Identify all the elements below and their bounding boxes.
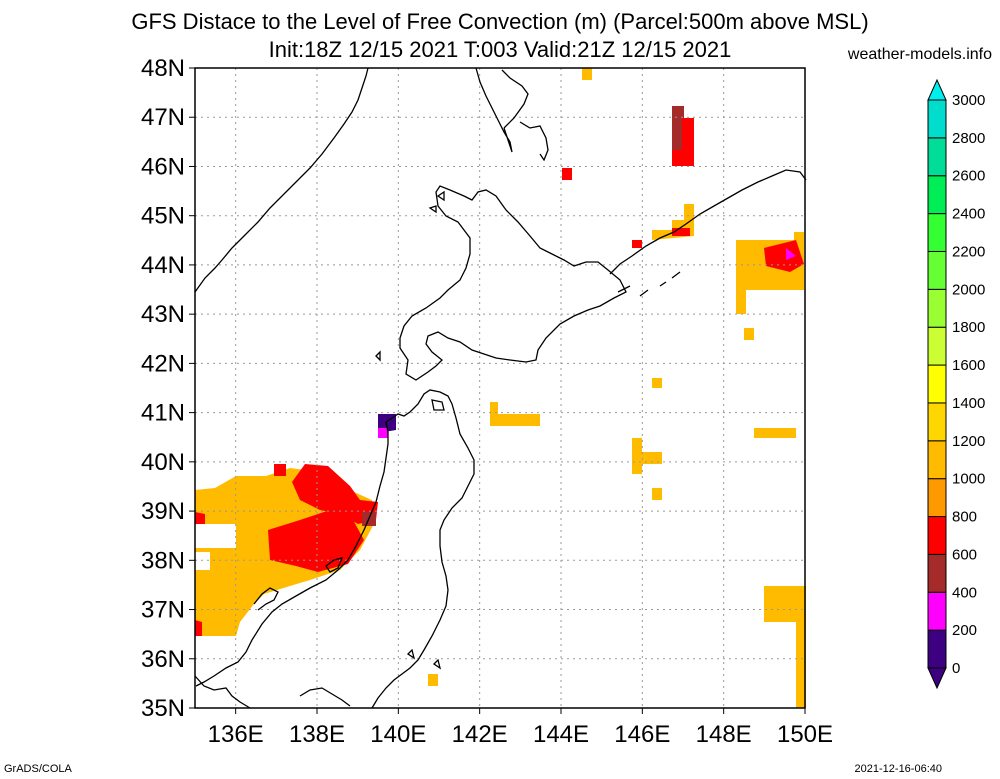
shade-red-bottom: [195, 620, 202, 636]
shade-orange-se: [764, 586, 806, 708]
site-label: weather-models.info: [847, 46, 992, 63]
colorbar-label: 200: [952, 622, 977, 639]
colorbar-label: 2600: [952, 168, 985, 185]
lat-axis-labels: 35N 36N 37N 38N 39N 40N 41N 42N 43N 44N 45N 46N 47N 4…: [141, 55, 195, 722]
shade-spot: [428, 674, 438, 686]
colorbar-label: 800: [952, 509, 977, 526]
colorbar-min-arrow: [927, 667, 947, 690]
footer-right: 2021-12-16-06:40: [854, 763, 942, 775]
footer-left: GrADS/COLA: [4, 763, 72, 775]
shade-yellow-gap: [195, 524, 236, 548]
shade-orange-2: [490, 402, 540, 426]
lat-label: 38N: [141, 547, 185, 574]
lat-label: 48N: [141, 55, 185, 82]
shade-spot: [562, 168, 572, 180]
colorbar-swatch: [927, 137, 947, 177]
lon-label: 138E: [289, 721, 345, 748]
colorbar-swatch: [927, 99, 947, 139]
shade-red-b: [292, 464, 378, 524]
colorbar-swatch: [927, 250, 947, 290]
map-subtitle: Init:18Z 12/15 2021 T:003 Valid:21Z 12/1…: [268, 37, 732, 62]
colorbar-swatch: [927, 402, 947, 442]
colorbar-label: 400: [952, 584, 977, 601]
shade-red-a: [268, 510, 364, 572]
plot-frame: [194, 67, 806, 709]
lon-label: 144E: [533, 721, 589, 748]
lon-axis-labels: 136E 138E 140E 142E 144E 146E 148E 150E: [208, 708, 833, 748]
lat-label: 46N: [141, 153, 185, 180]
colorbar-swatch: [927, 516, 947, 555]
shade-magenta: [378, 428, 388, 438]
colorbar-label: 1000: [952, 471, 985, 488]
lon-label: 140E: [370, 721, 426, 748]
lat-label: 40N: [141, 449, 185, 476]
grid-lines: [195, 68, 805, 708]
colorbar-label: 1200: [952, 433, 985, 450]
shade-red-east: [764, 240, 804, 272]
colorbar-swatch: [927, 213, 947, 252]
colorbar-label: 1800: [952, 319, 985, 336]
shade-spot: [632, 438, 642, 474]
colorbar-swatch: [927, 591, 947, 631]
colorbar-label: 0: [952, 660, 960, 677]
colorbar-swatch: [927, 288, 947, 328]
lat-label: 35N: [141, 695, 185, 722]
colorbar-swatch: [927, 440, 947, 480]
lat-label: 47N: [141, 104, 185, 131]
colorbar-swatch: [927, 478, 947, 518]
colorbar-label: 2000: [952, 281, 985, 298]
colorbar-swatch: [927, 629, 947, 669]
shade-spot: [632, 240, 642, 248]
shade-red-left: [195, 512, 205, 524]
lat-label: 41N: [141, 400, 185, 427]
colorbar-swatch: [927, 364, 947, 404]
lat-label: 43N: [141, 301, 185, 328]
colorbar: 0 200 400 600 800 1000 1200 1400 1600 1800 2000 220…: [927, 78, 985, 690]
colorbar-label: 3000: [952, 92, 985, 109]
lon-label: 142E: [452, 721, 508, 748]
colorbar-swatch: [927, 175, 947, 215]
coastlines: [194, 67, 807, 709]
lat-label: 42N: [141, 350, 185, 377]
lat-label: 45N: [141, 203, 185, 230]
shade-spot: [744, 328, 754, 340]
shade-spot: [652, 378, 662, 388]
colorbar-label: 2200: [952, 243, 985, 260]
colorbar-label: 1400: [952, 395, 985, 412]
colorbar-swatch: [927, 326, 947, 366]
lon-label: 136E: [208, 721, 264, 748]
colorbar-swatch: [927, 553, 947, 593]
shade-spot: [582, 68, 592, 80]
lat-label: 39N: [141, 498, 185, 525]
lon-label: 150E: [777, 721, 833, 748]
shade-spot: [652, 488, 662, 500]
shade-red-kuril: [672, 118, 694, 166]
lon-label: 146E: [614, 721, 670, 748]
lon-label: 148E: [696, 721, 752, 748]
map-title: GFS Distace to the Level of Free Convect…: [131, 9, 869, 34]
shade-spot: [754, 428, 796, 438]
lat-label: 44N: [141, 252, 185, 279]
shade-yellow-gap2: [195, 552, 210, 570]
colorbar-label: 600: [952, 546, 977, 563]
shade-magenta-east: [786, 248, 796, 260]
shade-red-c: [274, 464, 286, 476]
colorbar-label: 1600: [952, 357, 985, 374]
lat-label: 36N: [141, 646, 185, 673]
colorbar-label: 2400: [952, 206, 985, 223]
lat-label: 37N: [141, 597, 185, 624]
shade-spot: [642, 452, 662, 464]
colorbar-max-arrow: [927, 78, 947, 101]
colorbar-label: 2800: [952, 130, 985, 147]
data-shading: [195, 68, 806, 708]
